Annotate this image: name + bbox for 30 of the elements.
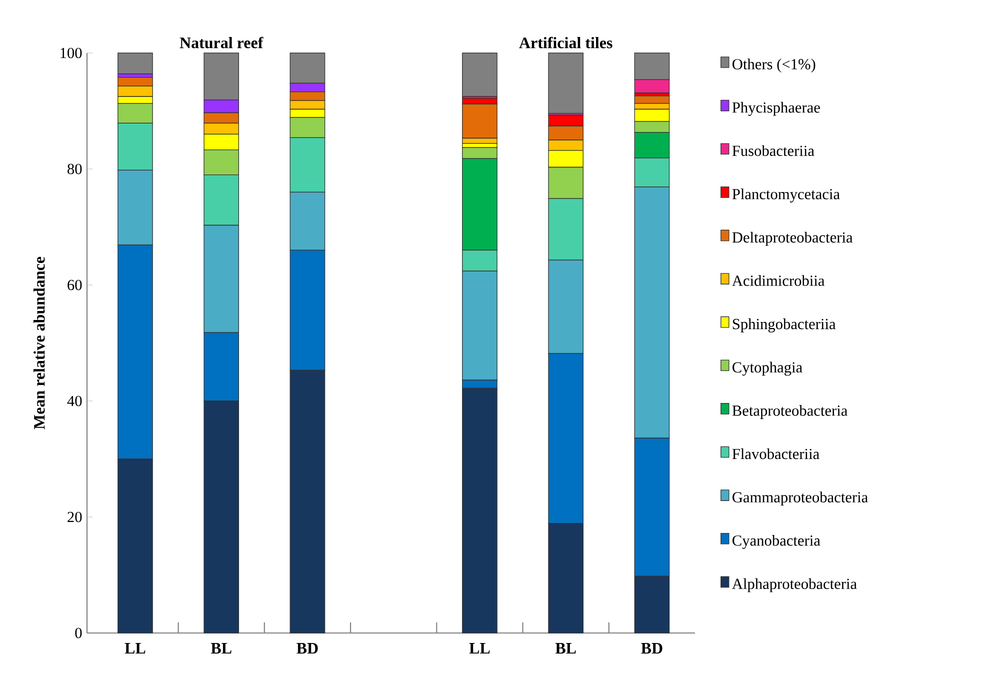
legend-label: Sphingobacteriia — [732, 318, 836, 332]
y-tick-label: 100 — [60, 48, 82, 58]
legend-label: Gammaproteobacteria — [732, 492, 868, 506]
legend-label: Others (<1%) — [732, 58, 816, 72]
x-tick-label: LL — [469, 643, 490, 654]
x-tick-label: LL — [124, 643, 146, 654]
y-tick-label: 20 — [68, 512, 82, 522]
x-tick-label: BL — [210, 643, 232, 654]
legend-label: Fusobacteriia — [732, 145, 814, 156]
text: Artificial tiles — [519, 36, 612, 48]
x-tick-label: BL — [555, 643, 576, 654]
y-tick-label: 0 — [75, 628, 82, 638]
legend-label: Acidimicrobiia — [732, 275, 825, 286]
bar — [118, 52, 153, 74]
legend-label: Flavobacteriia — [732, 448, 820, 460]
bar — [462, 52, 498, 97]
legend-label: Deltaproteobacteria — [732, 232, 853, 246]
y-axis-title: Mean relative abundance — [34, 256, 45, 430]
legend-label: Cyanobacteria — [732, 534, 820, 549]
y-tick-label: 60 — [68, 280, 82, 290]
x-tick-label: BD — [641, 643, 662, 654]
legend-label: Betaproteobacteria — [732, 405, 848, 419]
legend-label: Cytophagia — [732, 362, 802, 376]
x-tick-label: BD — [296, 643, 318, 654]
legend-label: Phycisphaerae — [732, 102, 820, 116]
legend-label: Alphaproteobacteria — [732, 578, 857, 592]
y-tick-label: 80 — [68, 164, 82, 174]
y-tick-label: 40 — [67, 396, 82, 406]
legend-label: Planctomycetacia — [732, 188, 840, 202]
text: Natural reef — [180, 36, 264, 48]
